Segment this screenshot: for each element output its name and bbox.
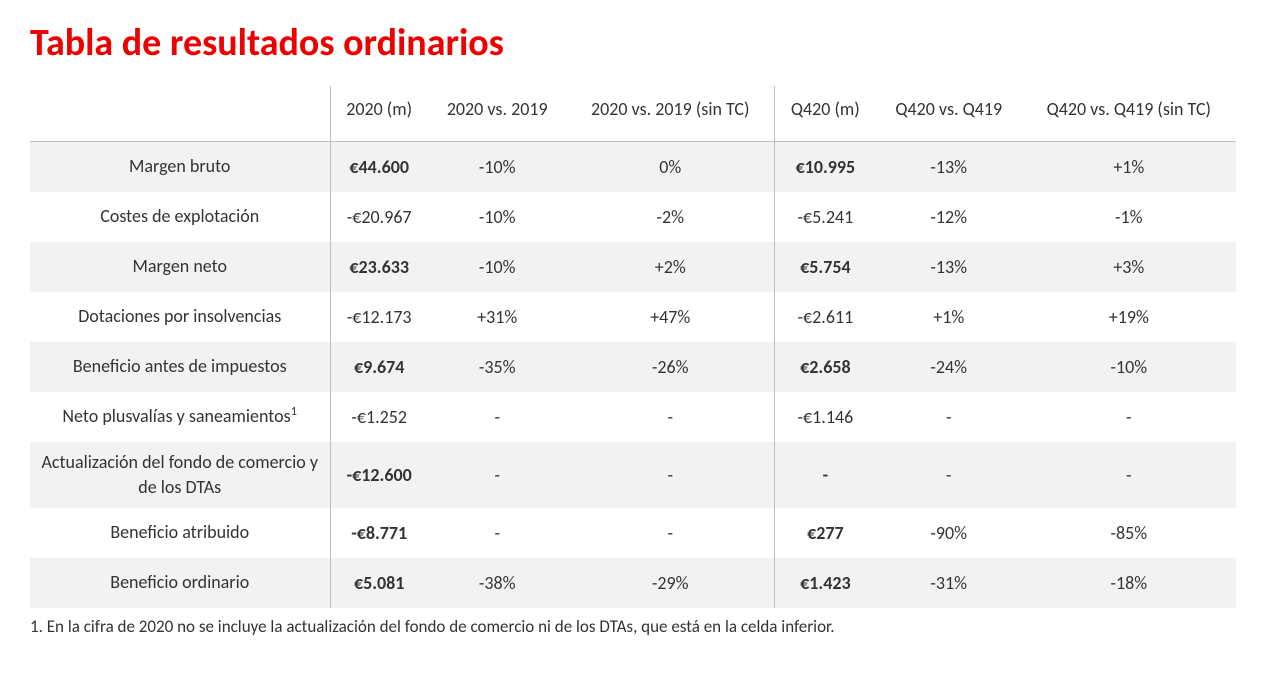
cell-value: - — [567, 392, 775, 442]
cell-value: -10% — [428, 242, 567, 292]
row-label: Dotaciones por insolvencias — [30, 292, 330, 342]
row-label: Beneficio atribuido — [30, 508, 330, 558]
cell-value: +31% — [428, 292, 567, 342]
page-title: Tabla de resultados ordinarios — [30, 20, 1236, 66]
cell-value: -10% — [1022, 342, 1236, 392]
cell-value: -€8.771 — [330, 508, 428, 558]
cell-value: -12% — [876, 192, 1022, 242]
cell-value: -13% — [876, 242, 1022, 292]
col-header-q420vsq419: Q420 vs. Q419 — [876, 86, 1022, 142]
cell-value: €10.995 — [774, 142, 875, 192]
table-row: Dotaciones por insolvencias-€12.173+31%+… — [30, 292, 1236, 342]
table-row: Neto plusvalías y saneamientos1-€1.252--… — [30, 392, 1236, 442]
cell-value: €1.423 — [774, 558, 875, 608]
cell-value: -€5.241 — [774, 192, 875, 242]
cell-value: -€12.600 — [330, 442, 428, 508]
cell-value: +1% — [1022, 142, 1236, 192]
cell-value: -29% — [567, 558, 775, 608]
cell-value: +3% — [1022, 242, 1236, 292]
cell-value: €277 — [774, 508, 875, 558]
cell-value: -10% — [428, 142, 567, 192]
cell-value: - — [567, 442, 775, 508]
footnote-text: 1. En la cifra de 2020 no se incluye la … — [30, 616, 1236, 637]
cell-value: - — [1022, 442, 1236, 508]
cell-value: -24% — [876, 342, 1022, 392]
table-row: Margen bruto€44.600-10%0%€10.995-13%+1% — [30, 142, 1236, 192]
cell-value: -2% — [567, 192, 775, 242]
cell-value: - — [428, 392, 567, 442]
cell-value: -1% — [1022, 192, 1236, 242]
cell-value: -€20.967 — [330, 192, 428, 242]
table-row: Beneficio atribuido-€8.771--€277-90%-85% — [30, 508, 1236, 558]
row-label: Neto plusvalías y saneamientos1 — [30, 392, 330, 442]
cell-value: -90% — [876, 508, 1022, 558]
cell-value: -€1.146 — [774, 392, 875, 442]
cell-value: €44.600 — [330, 142, 428, 192]
cell-value: - — [876, 392, 1022, 442]
table-row: Costes de explotación-€20.967-10%-2%-€5.… — [30, 192, 1236, 242]
cell-value: - — [428, 442, 567, 508]
col-header-2020m: 2020 (m) — [330, 86, 428, 142]
cell-value: -€1.252 — [330, 392, 428, 442]
row-label: Beneficio antes de impuestos — [30, 342, 330, 392]
cell-value: -35% — [428, 342, 567, 392]
cell-value: -85% — [1022, 508, 1236, 558]
cell-value: €5.754 — [774, 242, 875, 292]
cell-value: - — [876, 442, 1022, 508]
col-header-2020vs2019sintc: 2020 vs. 2019 (sin TC) — [567, 86, 775, 142]
cell-value: -31% — [876, 558, 1022, 608]
cell-value: - — [1022, 392, 1236, 442]
row-label: Beneficio ordinario — [30, 558, 330, 608]
row-label: Margen neto — [30, 242, 330, 292]
cell-value: €5.081 — [330, 558, 428, 608]
table-row: Margen neto€23.633-10%+2%€5.754-13%+3% — [30, 242, 1236, 292]
cell-value: -18% — [1022, 558, 1236, 608]
cell-value: -38% — [428, 558, 567, 608]
cell-value: +19% — [1022, 292, 1236, 342]
cell-value: - — [567, 508, 775, 558]
col-header-q420vsq419sintc: Q420 vs. Q419 (sin TC) — [1022, 86, 1236, 142]
table-header-row: 2020 (m) 2020 vs. 2019 2020 vs. 2019 (si… — [30, 86, 1236, 142]
table-row: Beneficio ordinario€5.081-38%-29%€1.423-… — [30, 558, 1236, 608]
cell-value: €2.658 — [774, 342, 875, 392]
row-label: Costes de explotación — [30, 192, 330, 242]
cell-value: +47% — [567, 292, 775, 342]
col-header-empty — [30, 86, 330, 142]
cell-value: 0% — [567, 142, 775, 192]
row-label: Actualización del fondo de comercio y de… — [30, 442, 330, 508]
cell-value: +1% — [876, 292, 1022, 342]
cell-value: -€12.173 — [330, 292, 428, 342]
cell-value: +2% — [567, 242, 775, 292]
cell-value: -10% — [428, 192, 567, 242]
cell-value: -26% — [567, 342, 775, 392]
cell-value: €9.674 — [330, 342, 428, 392]
table-row: Actualización del fondo de comercio y de… — [30, 442, 1236, 508]
cell-value: - — [774, 442, 875, 508]
results-table: 2020 (m) 2020 vs. 2019 2020 vs. 2019 (si… — [30, 86, 1236, 608]
cell-value: -13% — [876, 142, 1022, 192]
col-header-q420m: Q420 (m) — [774, 86, 875, 142]
cell-value: -€2.611 — [774, 292, 875, 342]
row-label: Margen bruto — [30, 142, 330, 192]
col-header-2020vs2019: 2020 vs. 2019 — [428, 86, 567, 142]
table-row: Beneficio antes de impuestos€9.674-35%-2… — [30, 342, 1236, 392]
cell-value: €23.633 — [330, 242, 428, 292]
cell-value: - — [428, 508, 567, 558]
